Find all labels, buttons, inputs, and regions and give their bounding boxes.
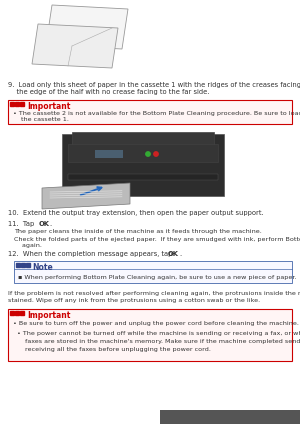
FancyBboxPatch shape xyxy=(8,309,292,361)
Text: • The cassette 2 is not available for the Bottom Plate Cleaning procedure. Be su: • The cassette 2 is not available for th… xyxy=(13,111,300,122)
Text: 9.  Load only this sheet of paper in the cassette 1 with the ridges of the creas: 9. Load only this sheet of paper in the … xyxy=(8,82,300,88)
Circle shape xyxy=(146,152,150,156)
FancyBboxPatch shape xyxy=(62,134,224,196)
Text: 12.  When the completion message appears, tap: 12. When the completion message appears,… xyxy=(8,251,175,257)
Circle shape xyxy=(154,152,158,156)
Text: OK: OK xyxy=(168,251,179,257)
Bar xyxy=(20,311,24,315)
FancyBboxPatch shape xyxy=(72,132,214,146)
Text: • The power cannot be turned off while the machine is sending or receiving a fax: • The power cannot be turned off while t… xyxy=(17,331,300,336)
Bar xyxy=(20,102,24,106)
Polygon shape xyxy=(46,5,128,49)
FancyBboxPatch shape xyxy=(160,410,300,424)
Text: 11.  Tap: 11. Tap xyxy=(8,221,36,227)
Bar xyxy=(21,263,25,267)
Text: ▪ When performing Bottom Plate Cleaning again, be sure to use a new piece of pap: ▪ When performing Bottom Plate Cleaning … xyxy=(18,275,296,280)
Text: .: . xyxy=(179,251,181,257)
Polygon shape xyxy=(42,183,130,209)
Text: Important: Important xyxy=(27,311,70,320)
Text: If the problem is not resolved after performing cleaning again, the protrusions : If the problem is not resolved after per… xyxy=(8,291,300,296)
FancyBboxPatch shape xyxy=(14,261,292,283)
Text: stained. Wipe off any ink from the protrusions using a cotton swab or the like.: stained. Wipe off any ink from the protr… xyxy=(8,298,260,303)
Text: Note: Note xyxy=(32,263,53,272)
Bar xyxy=(10,311,14,315)
Text: the edge of the half with no crease facing to the far side.: the edge of the half with no crease faci… xyxy=(8,89,209,95)
FancyBboxPatch shape xyxy=(8,100,292,124)
Text: .: . xyxy=(49,221,51,227)
Text: faxes are stored in the machine's memory. Make sure if the machine completed sen: faxes are stored in the machine's memory… xyxy=(17,339,300,344)
FancyArrowPatch shape xyxy=(81,187,101,195)
Bar xyxy=(10,102,14,106)
Bar xyxy=(95,150,123,158)
FancyBboxPatch shape xyxy=(68,174,218,180)
Text: 10.  Extend the output tray extension, then open the paper output support.: 10. Extend the output tray extension, th… xyxy=(8,210,264,216)
Text: receiving all the faxes before unplugging the power cord.: receiving all the faxes before unpluggin… xyxy=(17,347,211,352)
Bar xyxy=(15,102,19,106)
FancyBboxPatch shape xyxy=(68,144,218,162)
Text: OK: OK xyxy=(39,221,50,227)
Text: • Be sure to turn off the power and unplug the power cord before cleaning the ma: • Be sure to turn off the power and unpl… xyxy=(13,321,299,326)
Bar xyxy=(26,263,30,267)
Polygon shape xyxy=(32,24,118,68)
Text: Check the folded parts of the ejected paper.  If they are smudged with ink, perf: Check the folded parts of the ejected pa… xyxy=(14,237,300,248)
Text: Important: Important xyxy=(27,102,70,111)
Bar xyxy=(15,311,19,315)
Bar xyxy=(16,263,20,267)
Text: The paper cleans the inside of the machine as it feeds through the machine.: The paper cleans the inside of the machi… xyxy=(14,229,262,234)
